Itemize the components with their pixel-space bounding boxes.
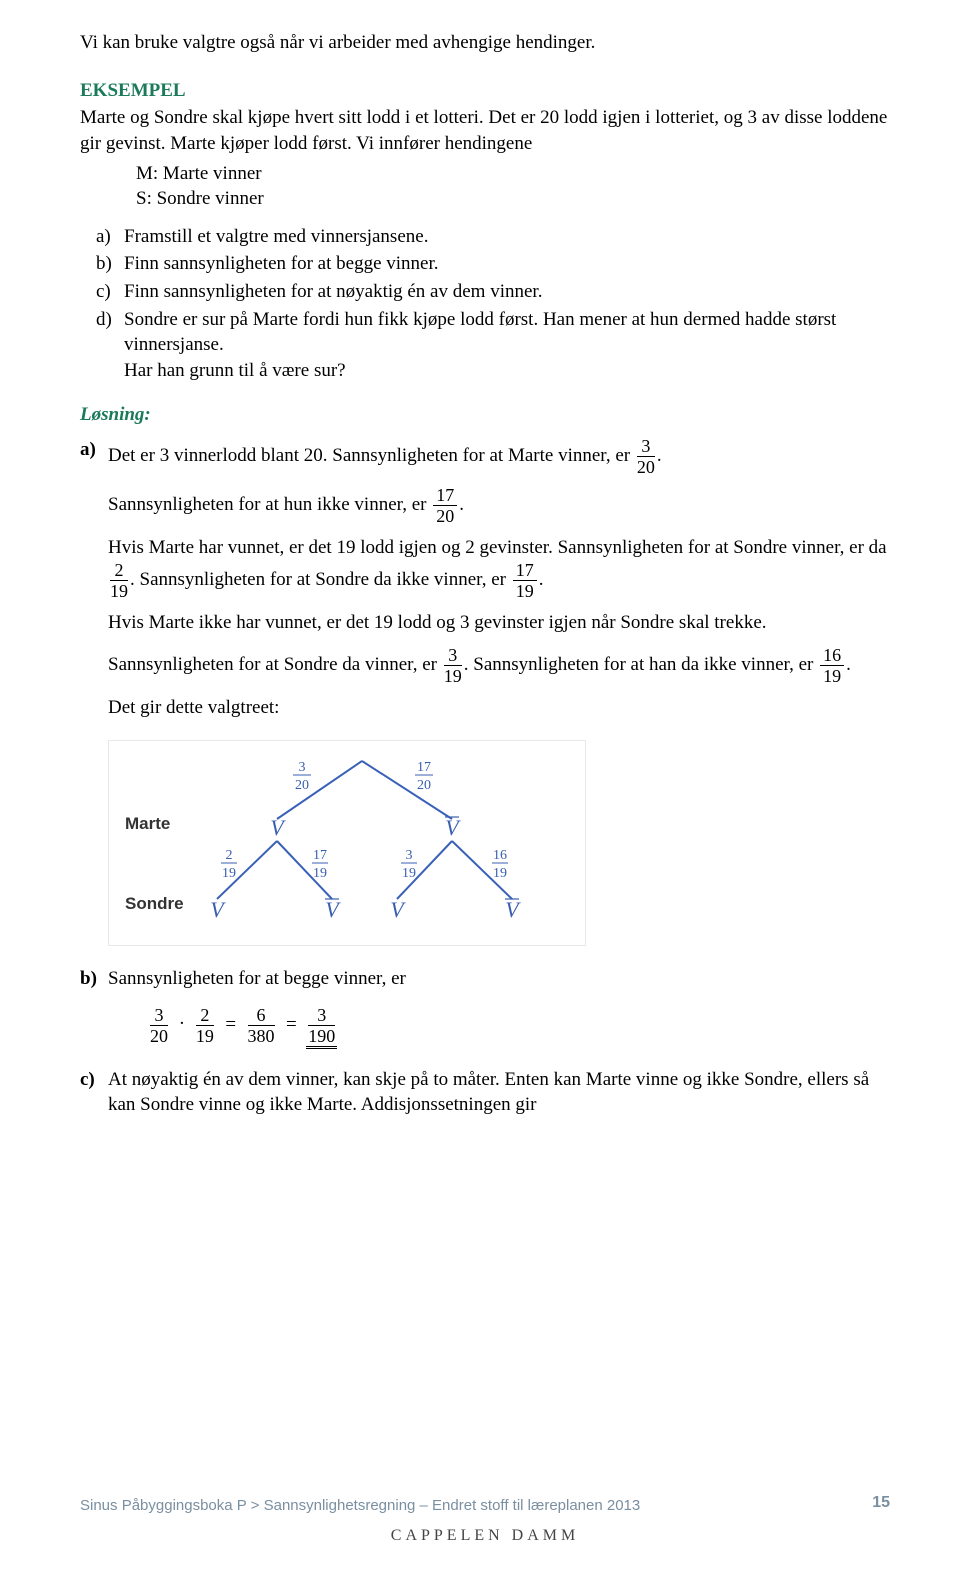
sol-a-text-6: Det gir dette valgtreet: [108,695,890,721]
svg-text:2: 2 [226,848,233,863]
tree-bfrac-1: 219 [221,848,237,881]
sol-a-text-1a: Det er 3 vinnerlodd blant 20. Sannsynlig… [108,445,635,466]
tree-leaf-2: V [325,897,341,922]
svg-text:19: 19 [402,866,416,881]
svg-text:17: 17 [417,760,431,775]
svg-text:19: 19 [313,866,327,881]
tree-leaf-3: V [390,897,406,922]
question-d: Sondre er sur på Marte fordi hun fikk kj… [96,307,890,384]
solution-a: Det er 3 vinnerlodd blant 20. Sannsynlig… [80,437,890,960]
tree-leaf-4: V [505,897,521,922]
tree-node-marte-vbar: V [445,815,461,840]
question-list: Framstill et valgtre med vinnersjansene.… [96,224,890,384]
tree-bfrac-4: 1619 [492,848,508,881]
tree-top-frac-right: 1720 [415,760,433,793]
sol-a-text-5b: . Sannsynligheten for at han da ikke vin… [464,653,818,674]
tree-svg: Marte Sondre 320 1720 V V 219 [117,749,577,929]
frac-2-19: 219 [110,561,128,600]
sol-a-text-1b: . [657,445,662,466]
tree-row2-label: Sondre [125,894,184,913]
equation-b: 320 · 219 = 6380 = 3190 [148,1006,890,1049]
tree-bfrac-3: 319 [401,848,417,881]
tree-node-marte-v: V [270,815,286,840]
tree-diagram: Marte Sondre 320 1720 V V 219 [108,740,586,946]
frac-3-20: 320 [637,437,655,476]
svg-text:3: 3 [299,760,306,775]
svg-text:19: 19 [493,866,507,881]
sol-a-text-3c: . [539,569,544,590]
question-d-line1: Sondre er sur på Marte fordi hun fikk kj… [124,309,836,356]
question-c: Finn sannsynligheten for at nøyaktig én … [96,279,890,305]
event-s: S: Sondre vinner [136,186,890,212]
question-b: Finn sannsynligheten for at begge vinner… [96,251,890,277]
footer-breadcrumb: Sinus Påbyggingsboka P > Sannsynlighetsr… [80,1497,640,1514]
eksempel-heading: EKSEMPEL [80,78,890,104]
tree-row1-label: Marte [125,814,170,833]
svg-text:3: 3 [406,848,413,863]
events-block: M: Marte vinner S: Sondre vinner [136,161,890,212]
sol-a-text-4: Hvis Marte ikke har vunnet, er det 19 lo… [108,610,890,636]
frac-16-19: 1619 [820,646,844,685]
sol-a-text-3a: Hvis Marte har vunnet, er det 19 lodd ig… [108,537,887,558]
sol-a-text-2a: Sannsynligheten for at hun ikke vinner, … [108,494,431,515]
tree-bfrac-2: 1719 [312,848,328,881]
solution-b: Sannsynligheten for at begge vinner, er … [80,966,890,1049]
frac-17-20: 1720 [433,486,457,525]
tree-top-frac-left: 320 [293,760,311,793]
svg-text:20: 20 [295,778,309,793]
page-footer: 15 Sinus Påbyggingsboka P > Sannsynlighe… [0,1492,960,1547]
problem-text: Marte og Sondre skal kjøpe hvert sitt lo… [80,105,890,156]
event-m: M: Marte vinner [136,161,890,187]
footer-publisher-logo: CAPPELEN DAMM [80,1525,890,1547]
solution-c: At nøyaktig én av dem vinner, kan skje p… [80,1067,890,1118]
frac-3-19: 319 [444,646,462,685]
svg-text:19: 19 [222,866,236,881]
frac-17-19: 1719 [513,561,537,600]
sol-c-text: At nøyaktig én av dem vinner, kan skje p… [108,1069,869,1116]
sol-b-text: Sannsynligheten for at begge vinner, er [108,968,406,989]
sol-a-text-5a: Sannsynligheten for at Sondre da vinner,… [108,653,442,674]
tree-leaf-1: V [210,897,226,922]
page: Vi kan bruke valgtre også når vi arbeide… [0,0,960,1577]
sol-a-text-2b: . [459,494,464,515]
sol-a-text-5c: . [846,653,851,674]
intro-text: Vi kan bruke valgtre også når vi arbeide… [80,30,890,56]
svg-text:17: 17 [313,848,327,863]
footer-page-number: 15 [872,1492,890,1514]
question-d-line2: Har han grunn til å være sur? [124,360,346,381]
løsning-heading: Løsning: [80,402,890,428]
question-a: Framstill et valgtre med vinnersjansene. [96,224,890,250]
sol-a-text-3b: . Sannsynligheten for at Sondre da ikke … [130,569,511,590]
svg-text:16: 16 [493,848,507,863]
svg-text:20: 20 [417,778,431,793]
